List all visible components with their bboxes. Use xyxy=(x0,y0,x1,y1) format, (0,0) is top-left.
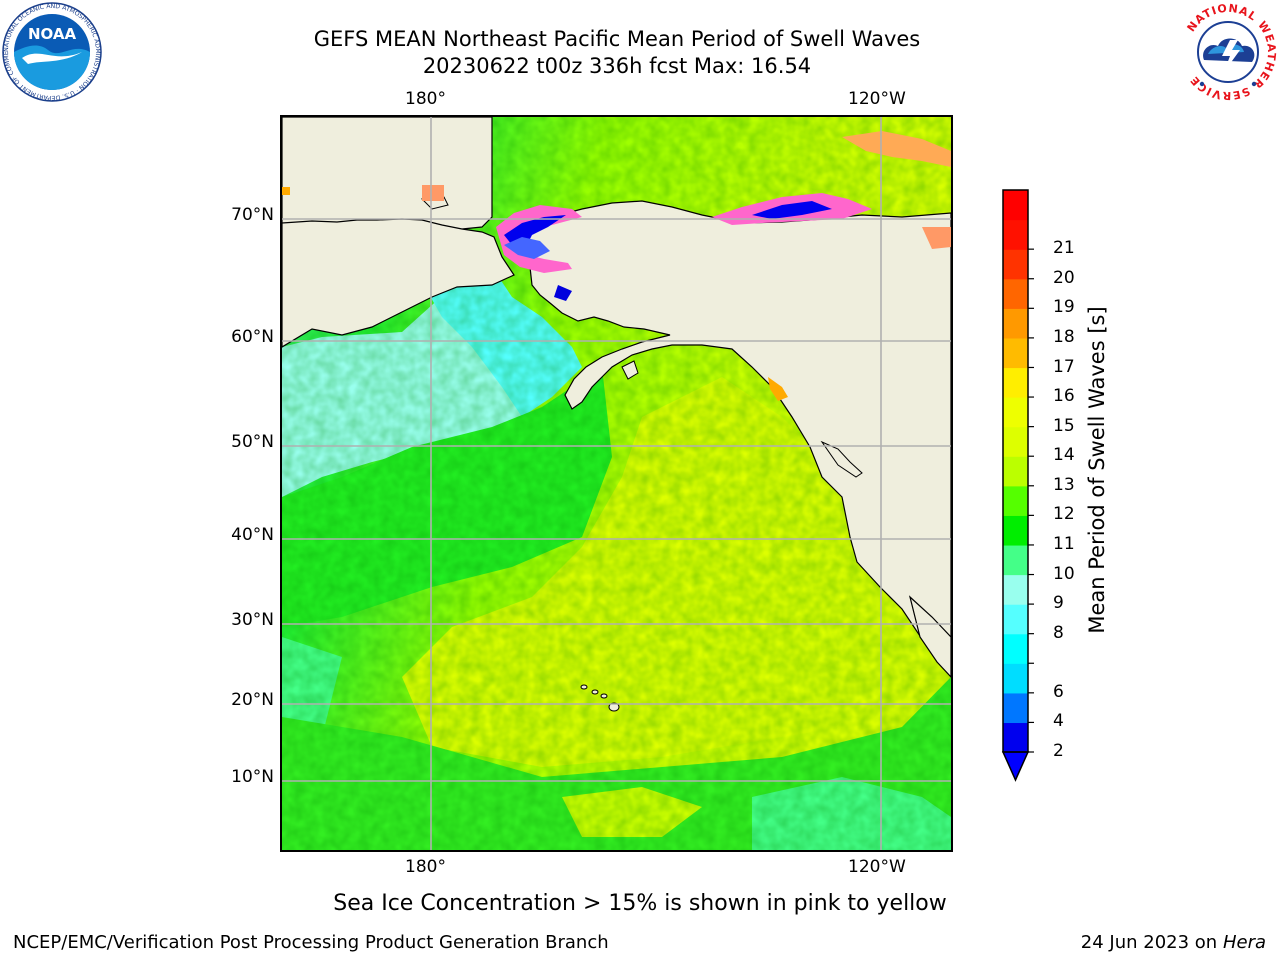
colorbar-title: Mean Period of Swell Waves [s] xyxy=(1085,306,1109,634)
noaa-logo-text: NOAA xyxy=(28,25,77,43)
colorbar-tick-label: 6 xyxy=(1053,681,1064,702)
colorbar-segment xyxy=(1003,574,1028,605)
lat-label-60n: 60°N xyxy=(231,327,274,347)
colorbar-segment xyxy=(1003,515,1028,546)
colorbar-tick-label: 8 xyxy=(1053,622,1064,643)
colorbar-segment xyxy=(1003,397,1028,428)
land-kodiak xyxy=(621,360,639,380)
colorbar-segment xyxy=(1003,219,1028,250)
colorbar-segment xyxy=(1003,663,1028,694)
colorbar-tick-label: 15 xyxy=(1053,415,1075,436)
colorbar-tick-label: 11 xyxy=(1053,533,1075,554)
colorbar-segment xyxy=(1003,633,1028,664)
noaa-logo: NATIONAL OCEANIC AND ATMOSPHERIC ADMINIS… xyxy=(2,2,102,102)
colorbar-segment xyxy=(1003,367,1028,398)
land-vancouver-island xyxy=(820,440,863,478)
footer-right: 24 Jun 2023 on Hera xyxy=(1081,932,1266,953)
land-baja xyxy=(908,595,951,678)
colorbar-segment xyxy=(1003,249,1028,280)
lon-label-top-120w: 120°W xyxy=(848,89,906,109)
colorbar-tick-label: 18 xyxy=(1053,326,1075,347)
lon-label-bottom-120w: 120°W xyxy=(848,857,906,877)
colorbar-segment xyxy=(1003,692,1028,724)
caption: Sea Ice Concentration > 15% is shown in … xyxy=(333,891,947,916)
colorbar-segment xyxy=(1003,278,1028,309)
colorbar-tick-label: 4 xyxy=(1053,711,1064,732)
colorbar-segment xyxy=(1003,426,1028,457)
land-hawaii xyxy=(580,684,620,712)
colorbar-tick-label: 21 xyxy=(1053,238,1075,259)
colorbar-segment xyxy=(1003,604,1028,635)
colorbar-tick-label: 10 xyxy=(1053,563,1075,584)
lat-label-20n: 20°N xyxy=(231,690,274,710)
colorbar-tick-label: 19 xyxy=(1053,297,1075,318)
lat-label-10n: 10°N xyxy=(231,767,274,787)
chart-title: GEFS MEAN Northeast Pacific Mean Period … xyxy=(313,27,921,51)
colorbar xyxy=(1001,189,1034,782)
colorbar-tick-label: 14 xyxy=(1053,445,1075,466)
colorbar-segment xyxy=(1003,722,1028,753)
colorbar-segment xyxy=(1003,190,1028,221)
chart-subtitle: 20230622 t00z 336h fcst Max: 16.54 xyxy=(422,54,812,78)
colorbar-segment xyxy=(1003,456,1028,487)
colorbar-segment xyxy=(1003,308,1028,339)
colorbar-segment xyxy=(1003,544,1028,576)
footer-machine: Hera xyxy=(1222,932,1266,953)
swell-period-map xyxy=(282,117,951,850)
colorbar-tick-label: 9 xyxy=(1053,593,1064,614)
map-panel xyxy=(280,115,953,852)
nws-logo: NATIONAL WEATHER SERVICE xyxy=(1180,2,1277,102)
colorbar-tick-label: 16 xyxy=(1053,386,1075,407)
colorbar-frame xyxy=(1002,189,1029,753)
lat-label-30n: 30°N xyxy=(231,610,274,630)
colorbar-tick-label: 20 xyxy=(1053,267,1075,288)
sea-ice-overlay xyxy=(282,131,951,401)
colorbar-tick-label: 12 xyxy=(1053,504,1075,525)
footer-left: NCEP/EMC/Verification Post Processing Pr… xyxy=(13,932,609,953)
lat-label-70n: 70°N xyxy=(231,205,274,225)
colorbar-extend-arrow xyxy=(1001,751,1030,782)
colorbar-segment xyxy=(1003,485,1028,516)
colorbar-segment xyxy=(1003,337,1028,369)
colorbar-tick-label: 17 xyxy=(1053,356,1075,377)
footer-date: 24 Jun 2023 on xyxy=(1080,932,1218,953)
lat-label-40n: 40°N xyxy=(231,525,274,545)
graticule xyxy=(282,117,951,850)
lat-label-50n: 50°N xyxy=(231,432,274,452)
colorbar-tick-label: 13 xyxy=(1053,474,1075,495)
colorbar-tick-label: 2 xyxy=(1053,741,1064,761)
lon-label-top-180: 180° xyxy=(405,89,446,109)
lon-label-bottom-180: 180° xyxy=(405,857,446,877)
